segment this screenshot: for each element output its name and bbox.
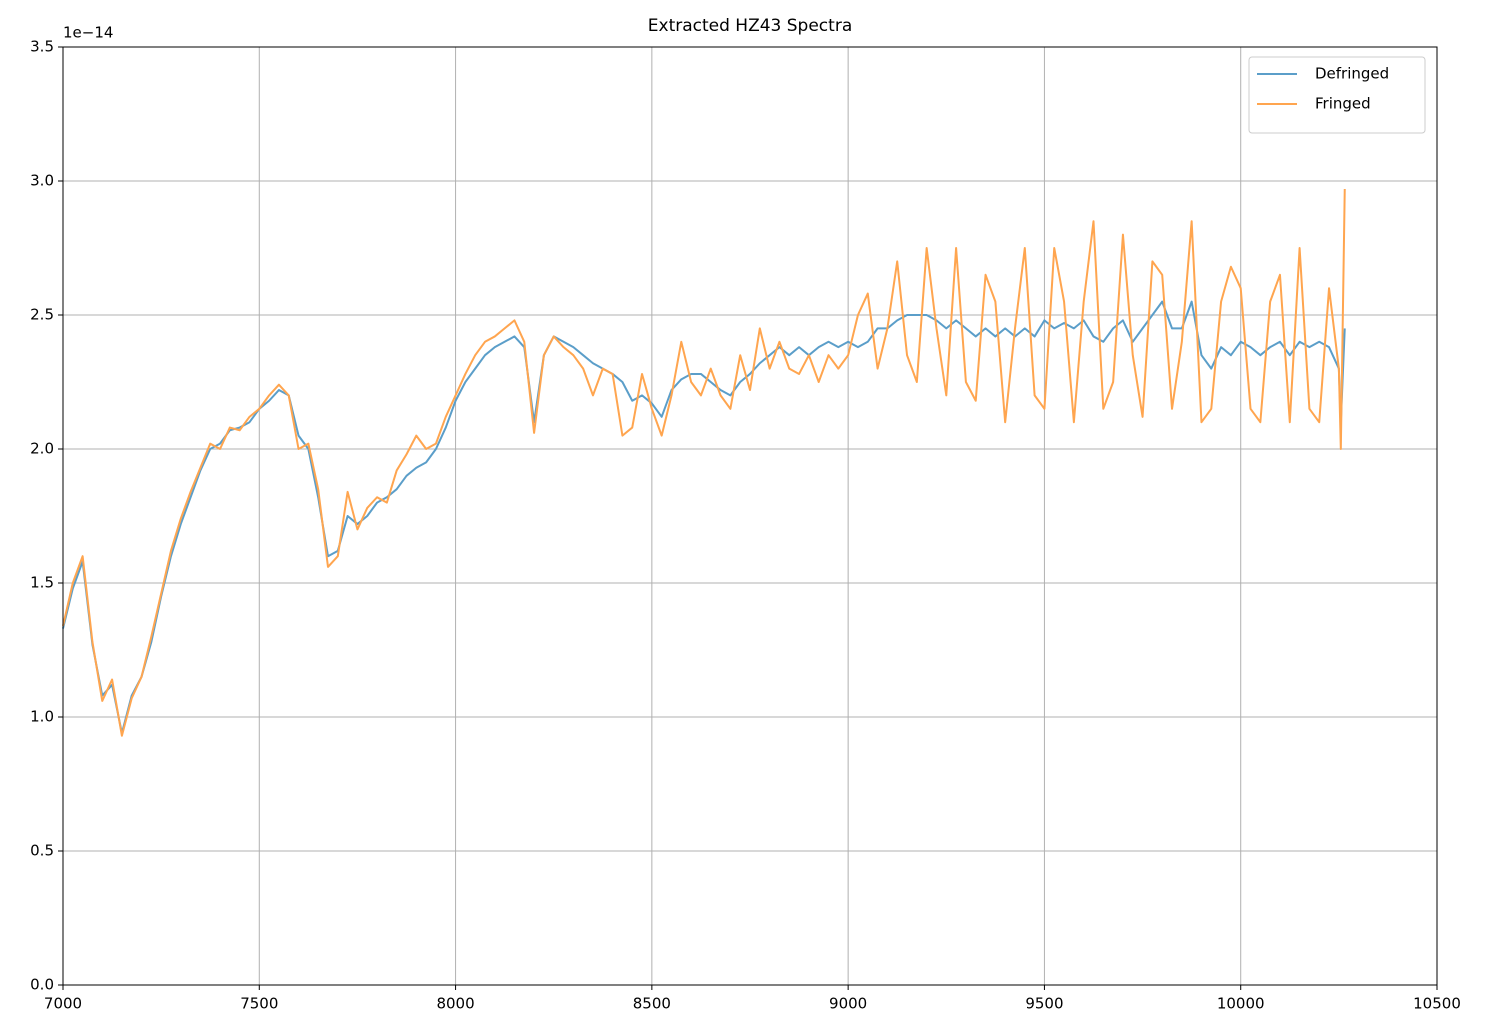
y-tick-label: 0.5 <box>30 842 54 860</box>
x-tick-label: 8500 <box>633 995 671 1013</box>
data-line <box>62 189 1346 737</box>
legend-label: Fringed <box>1315 95 1371 113</box>
x-tick-label: 9000 <box>829 995 867 1013</box>
x-tick-label: 7000 <box>44 995 82 1013</box>
y-tick-label: 2.0 <box>30 440 54 458</box>
y-tick-label: 1.0 <box>30 708 54 726</box>
legend-box <box>1248 56 1426 134</box>
legend-label: Defringed <box>1315 65 1389 83</box>
x-tick-label: 8000 <box>436 995 474 1013</box>
x-tick-label: 9500 <box>1025 995 1063 1013</box>
x-tick-label: 10500 <box>1413 995 1461 1013</box>
y-tick-label: 3.5 <box>30 38 54 56</box>
x-tick-label: 7500 <box>240 995 278 1013</box>
y-tick-label: 2.5 <box>30 306 54 324</box>
y-tick-label: 0.0 <box>30 976 54 994</box>
y-tick-label: 1.5 <box>30 574 54 592</box>
y-tick-label: 3.0 <box>30 172 54 190</box>
chart-title: Extracted HZ43 Spectra <box>648 16 852 36</box>
y-offset-label: 1e−14 <box>63 24 113 42</box>
x-tick-label: 10000 <box>1217 995 1265 1013</box>
data-line <box>62 300 1346 735</box>
plot-frame <box>62 46 1438 986</box>
